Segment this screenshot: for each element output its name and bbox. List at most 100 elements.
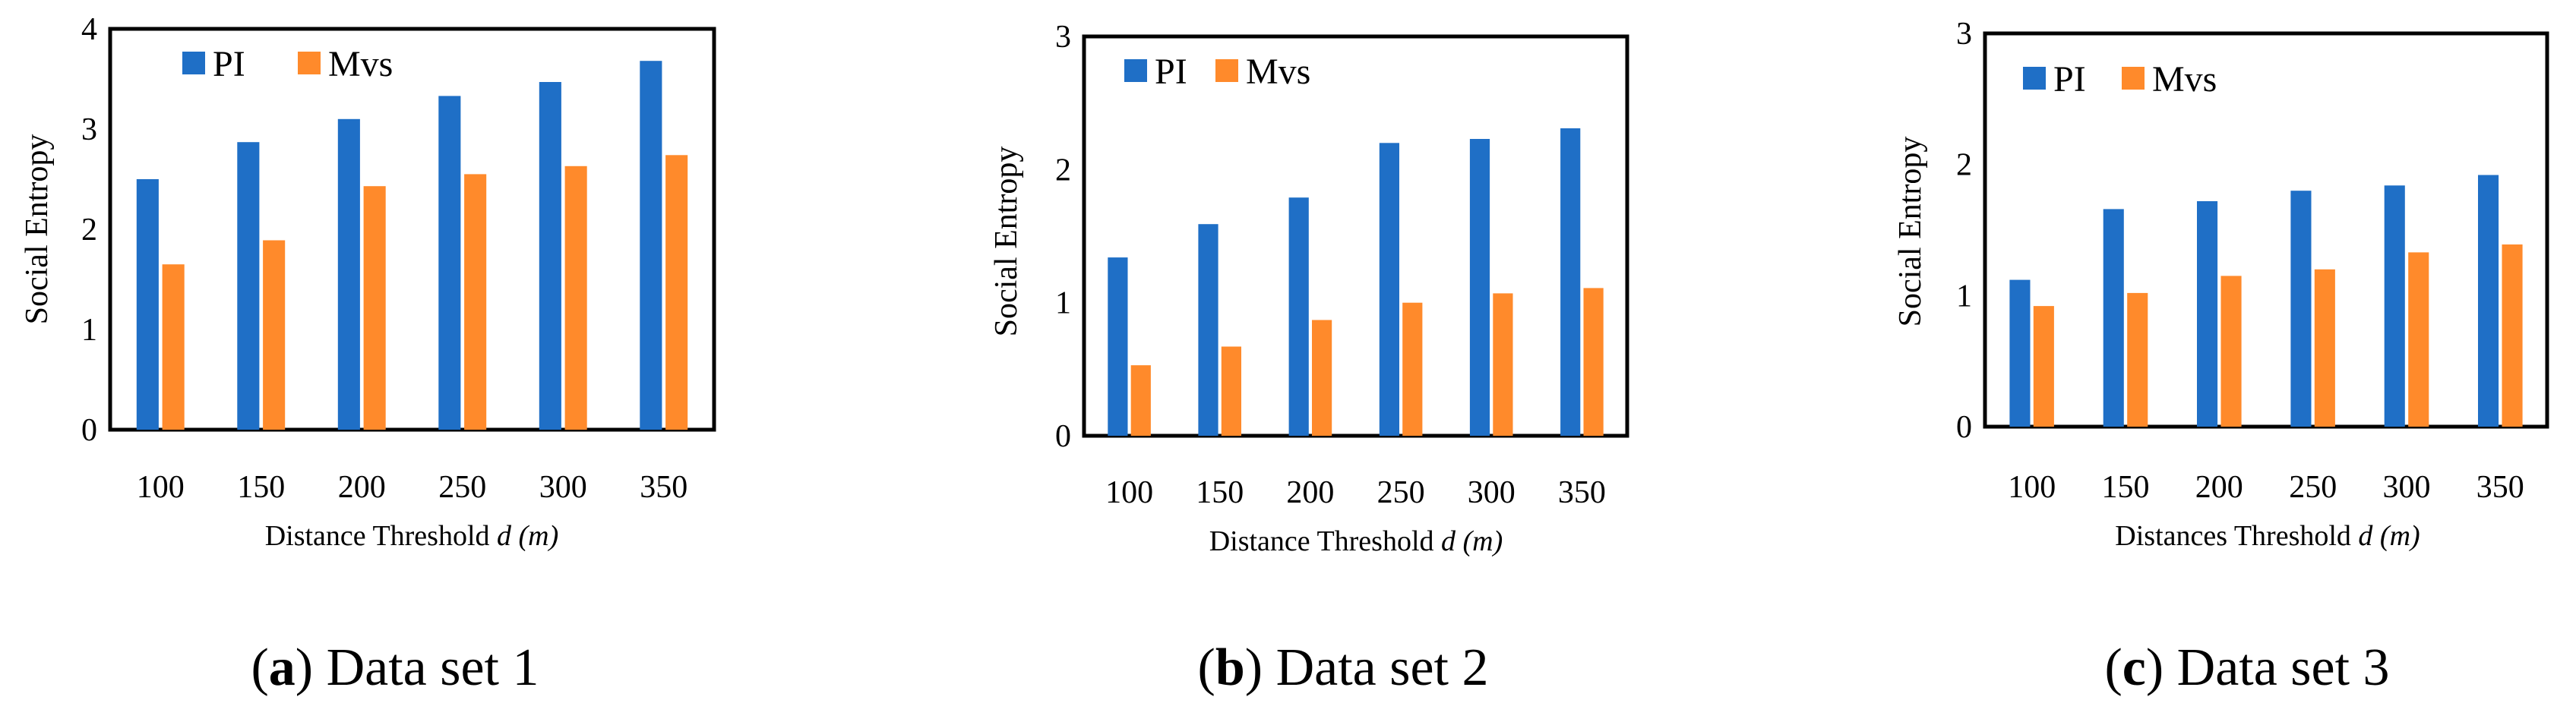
y-tick-label: 1 [1956,279,1972,314]
y-tick-label: 1 [1055,286,1071,321]
y-tick-label: 1 [81,313,97,348]
x-tick-label: 100 [2008,470,2056,505]
y-tick-label: 3 [1055,20,1071,55]
y-tick-label: 2 [1956,148,1972,183]
x-axis-label: Distance Threshold d (m) [1209,525,1503,557]
x-tick-label: 300 [1468,475,1516,510]
bar-mvs-250 [1402,302,1423,436]
y-tick-label: 2 [81,213,97,247]
legend: PI Mvs [2023,59,2217,99]
legend-swatch-pi [2023,67,2046,90]
bar-pi-100 [1108,257,1128,436]
legend-swatch-mvs [1215,59,1238,82]
y-ticks: 0 1 2 3 [1055,20,1071,454]
x-ticks: 100 150 200 250 300 350 [1105,475,1606,510]
x-tick-label: 250 [2289,470,2337,505]
bar-pi-350 [1560,128,1581,436]
x-tick-label: 300 [2383,470,2431,505]
x-tick-label: 350 [640,470,687,505]
caption-a: (a) Data set 1 [251,638,539,697]
legend-swatch-pi [1124,59,1147,82]
bar-mvs-150 [263,240,286,430]
legend-label-pi: PI [213,44,245,84]
x-axis-label: Distance Threshold d (m) [265,520,559,552]
bar-mvs-100 [162,264,185,430]
bar-pi-200 [2197,201,2218,427]
bar-pi-300 [539,82,561,430]
bar-mvs-200 [363,186,386,430]
y-tick-label: 0 [1055,419,1071,454]
x-tick-label: 200 [2195,470,2243,505]
x-axis-label-text: Distance Threshold [1209,525,1434,557]
y-tick-label: 2 [1055,153,1071,188]
y-tick-label: 0 [81,413,97,448]
y-ticks: 0 1 2 3 4 [81,12,97,448]
panel-c: 0 1 2 3 100 150 200 250 300 350 Social Entropy D… [1893,17,2549,697]
bar-mvs-300 [564,166,587,430]
x-tick-label: 200 [338,470,386,505]
x-axis-label-text: Distances Threshold [2115,520,2351,552]
x-tick-label: 250 [438,470,486,505]
x-tick-label: 350 [1558,475,1606,510]
legend-label-pi: PI [2053,59,2086,99]
bar-pi-100 [136,179,159,430]
legend-label-mvs: Mvs [328,44,393,84]
x-axis-label-var: d [1441,525,1456,557]
bar-pi-150 [1198,224,1218,436]
legend-swatch-mvs [298,52,321,74]
y-tick-label: 0 [1956,410,1972,445]
x-axis-label-unit: (m) [2380,520,2420,552]
x-tick-label: 350 [2476,470,2524,505]
legend: PI Mvs [182,44,393,84]
caption-c: (c) Data set 3 [2104,638,2389,697]
x-tick-label: 100 [137,470,185,505]
bar-mvs-150 [1221,346,1241,436]
y-axis-label: Social Entropy [20,134,55,325]
x-axis-label-text: Distance Threshold [265,520,490,552]
y-tick-label: 3 [81,112,97,147]
bar-mvs-150 [2127,292,2148,427]
x-axis-label-unit: (m) [519,520,559,552]
legend-swatch-pi [182,52,205,74]
bar-pi-300 [2384,185,2405,427]
bar-pi-350 [2478,175,2499,427]
x-ticks: 100 150 200 250 300 350 [137,470,687,505]
bars [2009,175,2523,427]
bar-pi-250 [1379,143,1399,437]
legend-label-mvs: Mvs [1246,52,1310,92]
bar-mvs-200 [2220,276,2242,427]
bars [1108,128,1604,437]
x-axis-label-var: d [497,520,512,552]
bar-mvs-350 [665,155,688,430]
legend-label-mvs: Mvs [2152,59,2217,99]
bar-mvs-300 [1493,293,1513,436]
x-axis-label-var: d [2358,520,2373,552]
y-ticks: 0 1 2 3 [1956,17,1972,445]
x-ticks: 100 150 200 250 300 350 [2008,470,2524,505]
bar-mvs-100 [1130,365,1151,436]
bar-mvs-350 [2502,244,2523,427]
bar-mvs-100 [2033,306,2054,427]
plot-frame [1983,31,2549,429]
bar-mvs-250 [464,174,487,430]
bar-pi-100 [2009,279,2031,427]
bar-pi-200 [337,118,360,430]
bar-mvs-200 [1312,320,1332,436]
plot-frame [108,27,716,432]
bar-mvs-250 [2314,269,2335,427]
x-tick-label: 150 [1196,475,1244,510]
legend-label-pi: PI [1155,52,1187,92]
x-axis-label-unit: (m) [1463,525,1503,557]
legend: PI Mvs [1124,52,1310,92]
x-tick-label: 300 [539,470,587,505]
x-tick-label: 100 [1105,475,1153,510]
y-tick-label: 3 [1956,17,1972,52]
plot-frame [1082,34,1629,438]
bar-pi-150 [2103,209,2124,427]
y-tick-label: 4 [81,12,97,47]
x-tick-label: 250 [1377,475,1425,510]
bar-mvs-300 [2408,252,2429,427]
bar-pi-250 [438,96,461,430]
